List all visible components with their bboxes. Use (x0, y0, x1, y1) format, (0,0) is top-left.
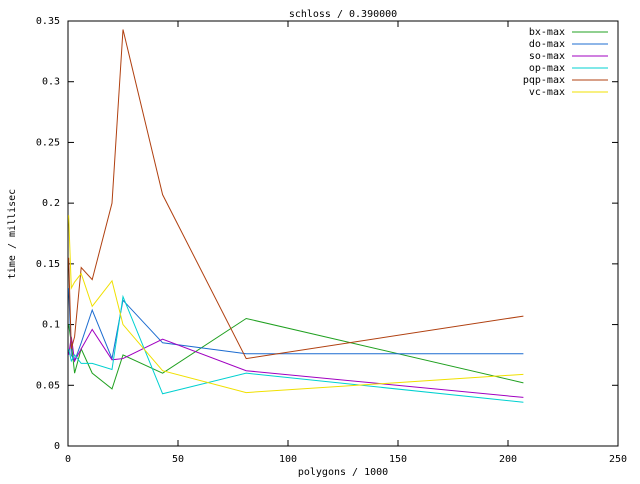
y-tick-label: 0.3 (42, 77, 60, 88)
chart-title: schloss / 0.390000 (289, 9, 397, 20)
y-tick-label: 0.25 (36, 137, 60, 148)
y-tick-label: 0.05 (36, 380, 60, 391)
x-tick-label: 150 (389, 454, 407, 465)
legend-label: op-max (529, 63, 565, 74)
legend-label: do-max (529, 39, 565, 50)
x-axis-label: polygons / 1000 (298, 467, 388, 478)
y-tick-label: 0.2 (42, 198, 60, 209)
x-tick-label: 250 (609, 454, 627, 465)
series-line (68, 215, 524, 394)
series-line (68, 294, 524, 403)
x-tick-label: 200 (499, 454, 517, 465)
y-tick-label: 0 (54, 441, 60, 452)
plot-frame (67, 20, 619, 447)
y-axis-label: time / millisec (7, 189, 18, 279)
x-tick-label: 100 (279, 454, 297, 465)
x-tick-label: 50 (172, 454, 184, 465)
series-line (68, 328, 524, 398)
legend-label: vc-max (529, 87, 565, 98)
y-tick-label: 0.35 (36, 16, 60, 27)
series-line (68, 29, 524, 360)
y-tick-label: 0.1 (42, 320, 60, 331)
legend-label: bx-max (529, 27, 565, 38)
series-line (68, 288, 524, 363)
x-tick-label: 0 (65, 454, 71, 465)
legend-label: pqp-max (523, 75, 565, 86)
legend-label: so-max (529, 51, 565, 62)
y-tick-label: 0.15 (36, 259, 60, 270)
